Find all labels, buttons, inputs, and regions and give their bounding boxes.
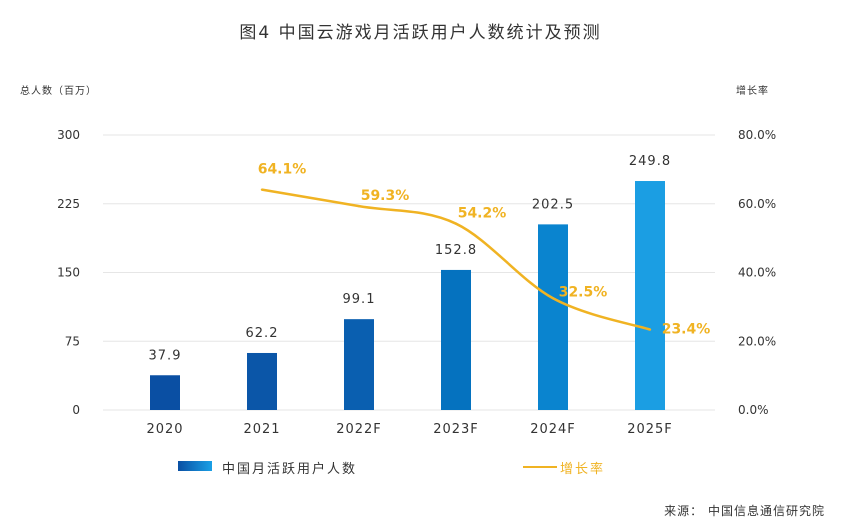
left-tick-label: 150 — [57, 266, 80, 280]
growth-value-label: 64.1% — [258, 162, 307, 178]
bar-value-label: 152.8 — [435, 243, 477, 258]
left-tick-label: 0 — [72, 403, 80, 417]
growth-point — [357, 204, 361, 208]
x-tick-label: 2024F — [530, 422, 576, 437]
legend-line-swatch — [523, 466, 557, 468]
right-tick-label: 80.0% — [738, 128, 776, 142]
growth-value-label: 54.2% — [458, 206, 507, 222]
legend: 中国月活跃用户人数 增长率 — [0, 458, 841, 478]
bar — [247, 352, 277, 410]
x-tick-label: 2023F — [433, 422, 479, 437]
bar — [635, 181, 665, 410]
bar-value-label: 202.5 — [532, 197, 574, 212]
right-tick-label: 40.0% — [738, 266, 776, 280]
growth-point — [454, 222, 458, 225]
left-axis-unit: 总人数（百万） — [20, 86, 97, 97]
growth-point — [551, 297, 555, 300]
right-axis-unit: 增长率 — [736, 86, 769, 97]
growth-value-label: 32.5% — [559, 284, 608, 300]
bar — [150, 375, 180, 410]
right-tick-label: 60.0% — [738, 197, 776, 211]
x-tick-label: 2025F — [627, 422, 673, 437]
bar — [538, 224, 568, 410]
x-tick-label: 2021 — [243, 422, 280, 437]
legend-bar-label: 中国月活跃用户人数 — [222, 462, 358, 477]
left-tick-label: 300 — [57, 128, 80, 142]
bar — [441, 269, 471, 410]
left-tick-label: 225 — [57, 197, 80, 211]
growth-point — [260, 188, 264, 191]
growth-point — [648, 328, 652, 331]
x-tick-label: 2020 — [146, 422, 183, 437]
left-tick-label: 75 — [65, 334, 80, 348]
right-tick-label: 20.0% — [738, 334, 776, 348]
bar — [344, 319, 374, 410]
bar-value-label: 62.2 — [246, 326, 279, 341]
chart-title: 图4 中国云游戏月活跃用户人数统计及预测 — [239, 23, 602, 43]
growth-value-label: 23.4% — [662, 322, 711, 338]
right-tick-label: 0.0% — [738, 403, 769, 417]
bar-value-label: 99.1 — [343, 292, 376, 307]
bar-value-label: 37.9 — [149, 348, 182, 363]
legend-bar-swatch — [178, 461, 212, 471]
bar-value-label: 249.8 — [629, 154, 671, 169]
legend-line-label: 增长率 — [560, 462, 606, 477]
growth-value-label: 59.3% — [361, 188, 410, 204]
source-note: 来源： 中国信息通信研究院 — [664, 504, 825, 518]
x-tick-label: 2022F — [336, 422, 382, 437]
